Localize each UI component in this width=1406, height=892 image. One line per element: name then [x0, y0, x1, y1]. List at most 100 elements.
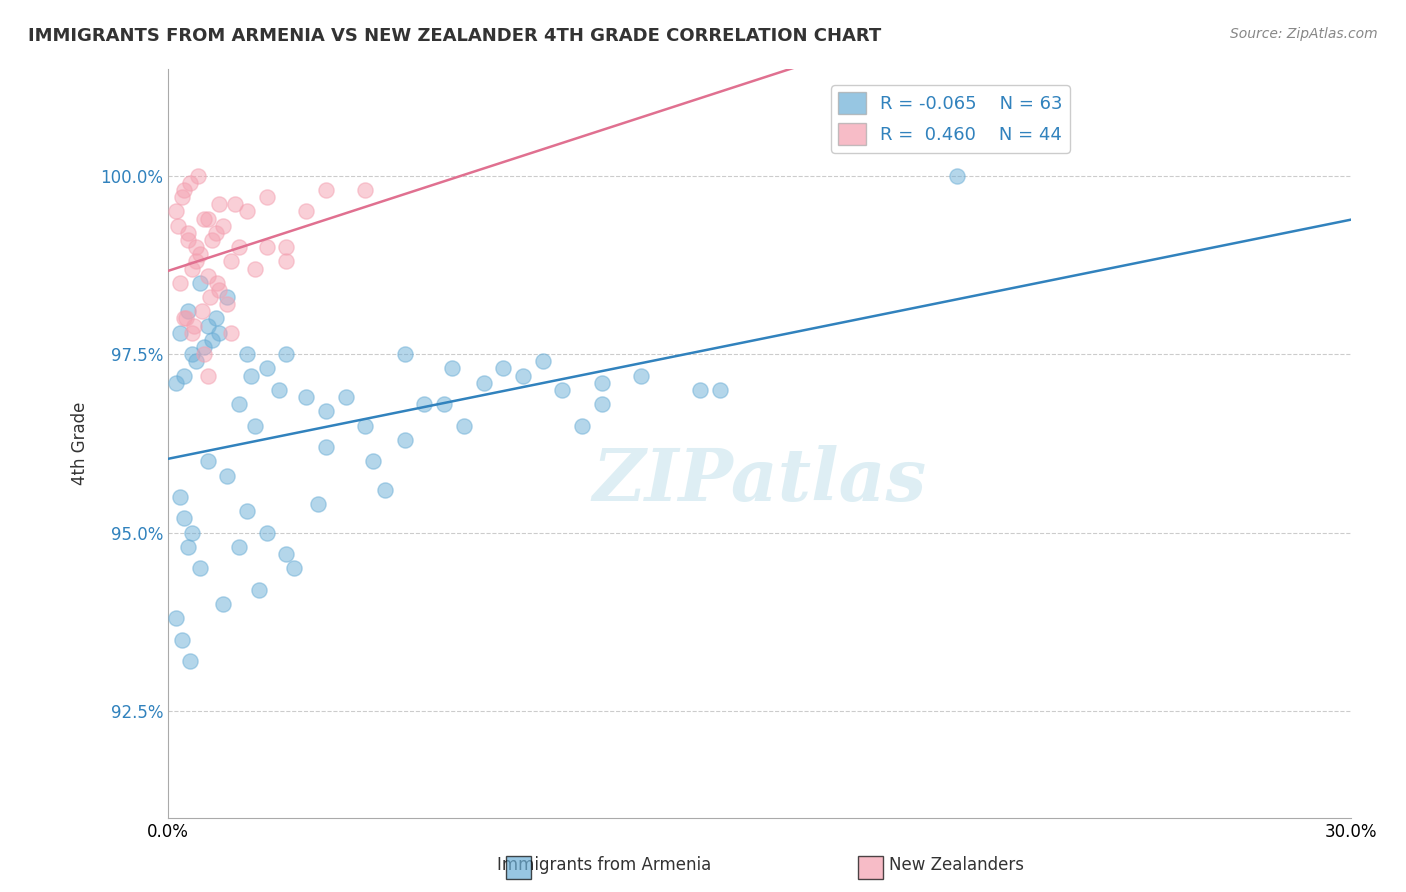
- Point: [184, 354, 207, 368]
- Point: [184, 254, 207, 268]
- Point: [177, 233, 200, 247]
- Point: [354, 418, 377, 433]
- Point: [374, 483, 396, 497]
- Point: [200, 333, 222, 347]
- Point: [208, 197, 231, 211]
- Point: [256, 240, 278, 254]
- Point: [188, 247, 211, 261]
- Legend: R = -0.065    N = 63, R =  0.460    N = 44: R = -0.065 N = 63, R = 0.460 N = 44: [831, 85, 1070, 153]
- Point: [212, 219, 235, 233]
- Point: [179, 176, 201, 190]
- Point: [228, 540, 250, 554]
- Point: [173, 511, 195, 525]
- Point: [472, 376, 495, 390]
- Point: [165, 376, 187, 390]
- Point: [354, 183, 377, 197]
- Point: [335, 390, 357, 404]
- Point: [184, 240, 207, 254]
- Text: ZIPatlas: ZIPatlas: [592, 445, 927, 516]
- Point: [183, 318, 205, 333]
- Point: [531, 354, 554, 368]
- Point: [200, 233, 222, 247]
- Point: [243, 418, 266, 433]
- Point: [236, 347, 259, 361]
- Point: [315, 404, 337, 418]
- Point: [267, 383, 290, 397]
- Point: [492, 361, 515, 376]
- Point: [256, 525, 278, 540]
- Point: [180, 347, 202, 361]
- Point: [193, 340, 215, 354]
- Point: [236, 204, 259, 219]
- Point: [180, 525, 202, 540]
- Point: [945, 169, 967, 183]
- Point: [440, 361, 463, 376]
- Point: [219, 254, 242, 268]
- Point: [169, 276, 191, 290]
- Point: [187, 169, 209, 183]
- Point: [165, 611, 187, 625]
- Point: [236, 504, 259, 518]
- Point: [188, 276, 211, 290]
- Point: [217, 468, 239, 483]
- Point: [276, 254, 298, 268]
- Point: [283, 561, 305, 575]
- Point: [208, 326, 231, 340]
- Point: [276, 347, 298, 361]
- Point: [689, 383, 711, 397]
- Point: [208, 283, 231, 297]
- Point: [193, 347, 215, 361]
- Point: [413, 397, 436, 411]
- Point: [630, 368, 652, 383]
- Point: [224, 197, 246, 211]
- Point: [169, 490, 191, 504]
- Point: [571, 418, 593, 433]
- Point: [193, 211, 215, 226]
- Point: [197, 454, 219, 468]
- Point: [197, 268, 219, 283]
- Point: [173, 183, 195, 197]
- Point: [295, 390, 318, 404]
- Point: [204, 311, 226, 326]
- Point: [361, 454, 384, 468]
- Point: [295, 204, 318, 219]
- Point: [591, 376, 613, 390]
- Point: [177, 540, 200, 554]
- Point: [307, 497, 329, 511]
- Text: IMMIGRANTS FROM ARMENIA VS NEW ZEALANDER 4TH GRADE CORRELATION CHART: IMMIGRANTS FROM ARMENIA VS NEW ZEALANDER…: [28, 27, 882, 45]
- Point: [170, 190, 193, 204]
- Point: [174, 311, 197, 326]
- Point: [315, 183, 337, 197]
- Point: [197, 211, 219, 226]
- Point: [247, 582, 270, 597]
- Point: [228, 397, 250, 411]
- Point: [219, 326, 242, 340]
- Point: [551, 383, 574, 397]
- Point: [180, 326, 202, 340]
- Point: [276, 240, 298, 254]
- Point: [512, 368, 534, 383]
- Point: [198, 290, 221, 304]
- Text: Immigrants from Armenia: Immigrants from Armenia: [498, 856, 711, 874]
- Point: [228, 240, 250, 254]
- Text: Source: ZipAtlas.com: Source: ZipAtlas.com: [1230, 27, 1378, 41]
- Point: [207, 276, 229, 290]
- Point: [177, 304, 200, 318]
- Point: [197, 318, 219, 333]
- Point: [394, 433, 416, 447]
- Point: [170, 632, 193, 647]
- Point: [169, 326, 191, 340]
- Point: [217, 297, 239, 311]
- Point: [256, 190, 278, 204]
- Point: [394, 347, 416, 361]
- Point: [591, 397, 613, 411]
- Point: [433, 397, 456, 411]
- Point: [212, 597, 235, 611]
- Point: [709, 383, 731, 397]
- Point: [177, 226, 200, 240]
- Point: [453, 418, 475, 433]
- Point: [315, 440, 337, 454]
- Point: [179, 654, 201, 668]
- Point: [240, 368, 263, 383]
- Point: [165, 204, 187, 219]
